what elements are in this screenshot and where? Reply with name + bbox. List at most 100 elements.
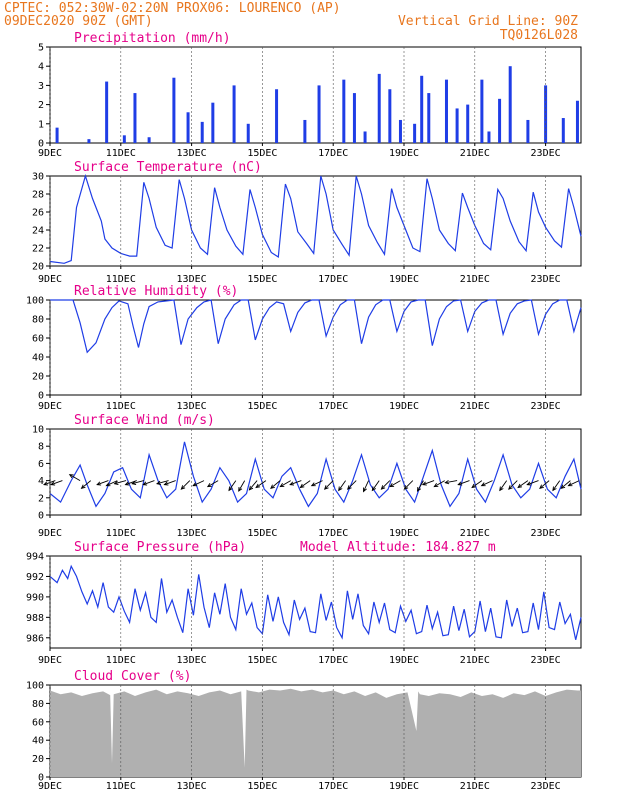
precip-bar (455, 108, 459, 143)
y-tick-label: 994 (26, 552, 44, 563)
header-run-date: 09DEC2020 90Z (GMT) (4, 14, 153, 29)
wind-arrow-head (338, 486, 343, 492)
x-tick-label: 13DEC (177, 148, 207, 159)
wind-arrow-head (279, 483, 285, 488)
x-tick-label: 23DEC (531, 655, 561, 666)
x-tick-label: 9DEC (38, 148, 62, 159)
wind-arrow-shaft (404, 480, 414, 490)
wind-arrow-shaft (249, 480, 258, 491)
panel-3: 0 20 40 60 80 100 9DEC 11DEC 13DEC 15DEC 17DEC 19DE… (26, 284, 582, 412)
wind-arrow-head (206, 483, 212, 488)
y-tick-label: 80 (32, 699, 44, 710)
panel-frame (49, 46, 582, 144)
x-tick-label: 15DEC (247, 781, 277, 792)
wind-arrow-shaft (50, 480, 63, 486)
precip-bar (575, 100, 579, 143)
precip-bar (303, 119, 307, 143)
panel-title: Precipitation (mm/h) (74, 31, 231, 46)
wind-arrow-shaft (363, 480, 370, 492)
series-line (49, 564, 582, 640)
panel-1: 0 1 2 3 4 5 9DEC 11DEC 13DEC 15DEC 17DEC 19DEC 21DEC… (38, 31, 582, 159)
x-tick-label: 11DEC (106, 401, 136, 412)
x-tick-label: 21DEC (460, 781, 490, 792)
wind-arrow-head (323, 485, 329, 490)
panel-annotation: Model Altitude: 184.827 m (300, 540, 496, 555)
x-tick-label: 23DEC (531, 781, 561, 792)
y-tick-label: 2 (38, 493, 44, 504)
wind-arrow-head (270, 484, 275, 489)
wind-arrow-head (80, 484, 86, 489)
wind-arrow-shaft (458, 480, 470, 486)
x-tick-label: 23DEC (531, 528, 561, 539)
precip-bar (55, 127, 59, 143)
panel-title: Surface Wind (m/s) (74, 413, 215, 428)
series-line (49, 173, 582, 264)
precip-bar (275, 89, 279, 143)
wind-arrow-shaft (96, 480, 109, 486)
y-tick-label: 0 (38, 511, 44, 522)
x-tick-label: 9DEC (38, 655, 62, 666)
wind-arrow-shaft (280, 480, 291, 487)
wind-arrow-shaft (499, 480, 508, 491)
x-tick-label: 19DEC (389, 148, 419, 159)
wind-arrow-head (552, 486, 557, 492)
x-tick-label: 15DEC (247, 655, 277, 666)
header: CPTEC: 052:30W-02:20N PROX06: LOURENCO (… (4, 1, 578, 43)
series-line (49, 441, 582, 508)
y-tick-label: 30 (32, 172, 44, 183)
wind-arrow-head (163, 481, 169, 486)
y-tick-label: 8 (38, 442, 44, 453)
wind-arrow-head (480, 482, 486, 487)
wind-arrow-head (96, 481, 102, 486)
y-tick-label: 0 (38, 139, 44, 150)
y-tick-label: 40 (32, 353, 44, 364)
x-tick-label: 17DEC (318, 274, 348, 285)
x-tick-label: 13DEC (177, 655, 207, 666)
y-tick-label: 20 (32, 372, 44, 383)
x-tick-label: 9DEC (38, 781, 62, 792)
wind-arrow-head (403, 485, 409, 490)
x-tick-label: 19DEC (389, 401, 419, 412)
y-tick-label: 10 (32, 425, 44, 436)
wind-arrow-shaft (445, 480, 458, 484)
x-tick-label: 9DEC (38, 528, 62, 539)
y-tick-label: 22 (32, 244, 44, 255)
wind-arrow-shaft (417, 480, 424, 492)
x-tick-label: 13DEC (177, 528, 207, 539)
y-tick-label: 5 (38, 43, 44, 54)
panel-title: Relative Humidity (%) (74, 284, 238, 299)
wind-arrow-head (68, 474, 74, 479)
panel-2: 20 22 24 26 28 30 9DEC 11DEC 13DEC 15DEC 17DEC 19DE… (32, 160, 582, 285)
y-tick-label: 2 (38, 100, 44, 111)
y-tick-label: 100 (26, 296, 44, 307)
panel-title: Surface Pressure (hPa) (74, 540, 246, 555)
cloud-cover-area (50, 688, 581, 777)
x-tick-label: 13DEC (177, 781, 207, 792)
precip-bar (147, 137, 151, 143)
y-tick-label: 40 (32, 736, 44, 747)
y-tick-label: 1 (38, 119, 44, 130)
y-tick-label: 100 (26, 681, 44, 692)
precip-bar (317, 85, 321, 143)
x-tick-label: 19DEC (389, 528, 419, 539)
wind-arrow-head (142, 481, 148, 486)
wind-arrow-head (380, 485, 386, 490)
panel-title: Cloud Cover (%) (74, 669, 191, 684)
panel-4: 0 2 4 6 8 10 9DEC 11DEC 13DEC 15DEC 17DEC 19DEC 21DE… (32, 413, 582, 539)
wind-arrow-head (310, 482, 316, 487)
y-tick-label: 20 (32, 262, 44, 273)
wind-arrow-head (371, 486, 377, 492)
precip-bar (377, 73, 381, 143)
wind-arrow-shaft (568, 480, 580, 487)
wind-arrow-shaft (508, 480, 518, 490)
y-tick-label: 990 (26, 592, 44, 603)
wind-arrow-shaft (552, 480, 561, 491)
precip-bar (388, 89, 392, 143)
wind-arrow-head (50, 481, 56, 486)
wind-arrow-head (113, 480, 119, 485)
x-tick-label: 21DEC (460, 148, 490, 159)
x-tick-label: 19DEC (389, 781, 419, 792)
x-tick-label: 21DEC (460, 528, 490, 539)
wind-arrow-head (560, 484, 566, 489)
x-tick-label: 11DEC (106, 274, 136, 285)
